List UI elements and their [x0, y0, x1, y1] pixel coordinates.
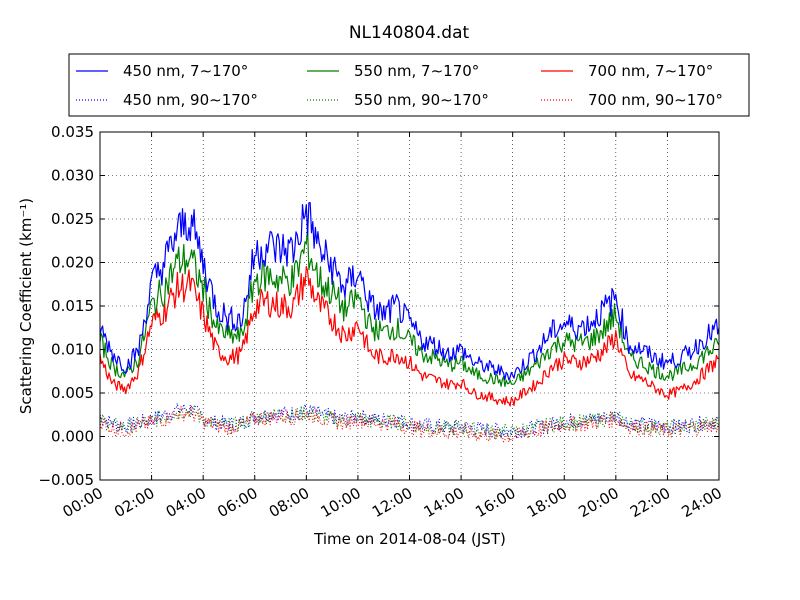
- x-tick-labels: 00:00 02:00 04:00 06:00 08:00 10:00 12:00 14:00…: [60, 484, 725, 521]
- x-tick-label: 20:00: [575, 484, 621, 521]
- x-tick-label: 22:00: [627, 484, 673, 521]
- y-tick-label: 0.005: [51, 384, 94, 402]
- y-tick-label: 0.000: [51, 428, 94, 446]
- plot-area: [99, 131, 720, 481]
- legend-label: 550 nm, 90∼170°: [354, 91, 489, 109]
- axis-ticks: [99, 131, 720, 481]
- y-axis-label: Scattering Coefficient (km⁻¹): [17, 198, 35, 414]
- x-tick-label: 14:00: [421, 484, 467, 521]
- x-tick-label: 00:00: [60, 484, 106, 521]
- x-tick-label: 06:00: [214, 484, 260, 521]
- y-tick-label: 0.025: [51, 210, 94, 228]
- legend-label: 550 nm, 7∼170°: [354, 62, 479, 80]
- y-tick-label: 0.020: [51, 254, 94, 272]
- x-tick-label: 18:00: [524, 484, 570, 521]
- y-tick-label: 0.010: [51, 341, 94, 359]
- y-tick-label: 0.015: [51, 297, 94, 315]
- chart-title: NL140804.dat: [349, 23, 470, 43]
- series-layer: [99, 202, 720, 443]
- y-tick-label: 0.035: [51, 123, 94, 141]
- series-line-5: [99, 405, 720, 440]
- x-axis-label: Time on 2014-08-04 (JST): [313, 530, 506, 548]
- y-tick-label: −0.005: [38, 471, 94, 489]
- legend: 450 nm, 7∼170° 550 nm, 7∼170° 700 nm, 7∼17…: [68, 53, 750, 117]
- series-line-2: [99, 228, 720, 387]
- series-line-3: [99, 265, 720, 407]
- y-tick-labels: −0.005 0.000 0.005 0.010 0.015 0.020 0.025 0.03…: [38, 123, 94, 489]
- legend-label: 450 nm, 7∼170°: [123, 62, 248, 80]
- x-tick-label: 12:00: [369, 484, 415, 521]
- x-tick-label: 04:00: [163, 484, 209, 521]
- legend-label: 700 nm, 7∼170°: [588, 62, 713, 80]
- x-tick-label: 08:00: [266, 484, 312, 521]
- legend-label: 450 nm, 90∼170°: [123, 91, 258, 109]
- y-tick-label: 0.030: [51, 167, 94, 185]
- x-tick-label: 10:00: [317, 484, 363, 521]
- legend-label: 700 nm, 90∼170°: [588, 91, 723, 109]
- legend-frame: [68, 53, 750, 117]
- series-line-1: [99, 202, 720, 381]
- x-tick-label: 24:00: [679, 484, 725, 521]
- x-tick-label: 16:00: [472, 484, 518, 521]
- x-tick-label: 02:00: [111, 484, 157, 521]
- legend-items: 450 nm, 7∼170° 550 nm, 7∼170° 700 nm, 7∼17…: [76, 62, 723, 109]
